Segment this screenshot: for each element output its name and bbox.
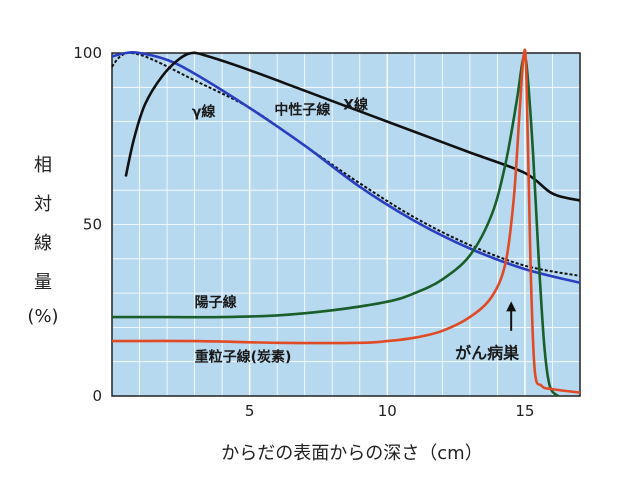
y-axis-label-char: 線 (34, 233, 52, 254)
series-line (111, 48, 581, 394)
y-axis-label: 相 対 線 量 (%) (27, 155, 58, 327)
plot-frame (111, 52, 581, 397)
y-tick-label: 0 (92, 387, 102, 405)
y-tick-label: 100 (73, 44, 102, 62)
x-tick-label: 5 (245, 402, 255, 420)
tick-labels: 5 10 15 0 50 100 (73, 44, 534, 420)
annotation: がん病巣 (455, 301, 520, 362)
series-layer (111, 48, 581, 397)
x-tick-label: 10 (378, 402, 397, 420)
y-axis-label-char: 対 (34, 194, 52, 215)
annotation-label: がん病巣 (455, 343, 520, 362)
series-label: 陽子線 (195, 294, 237, 311)
series-label: 重粒子線(炭素) (195, 349, 292, 366)
x-axis-label: からだの表面からの深さ（cm） (221, 443, 482, 464)
y-tick-label: 50 (83, 216, 102, 234)
y-axis-label-char: 量 (34, 272, 52, 293)
y-axis-label-char: 相 (34, 155, 52, 176)
series-label: γ線 (192, 103, 216, 120)
x-tick-label: 15 (515, 402, 534, 420)
series-line (124, 51, 581, 202)
series-line (111, 54, 560, 397)
series-label: 中性子線 (274, 102, 330, 119)
series-line (111, 51, 581, 285)
y-axis-label-unit: (%) (27, 306, 58, 327)
series-label: X線 (343, 97, 368, 114)
arrow-head (506, 301, 517, 312)
